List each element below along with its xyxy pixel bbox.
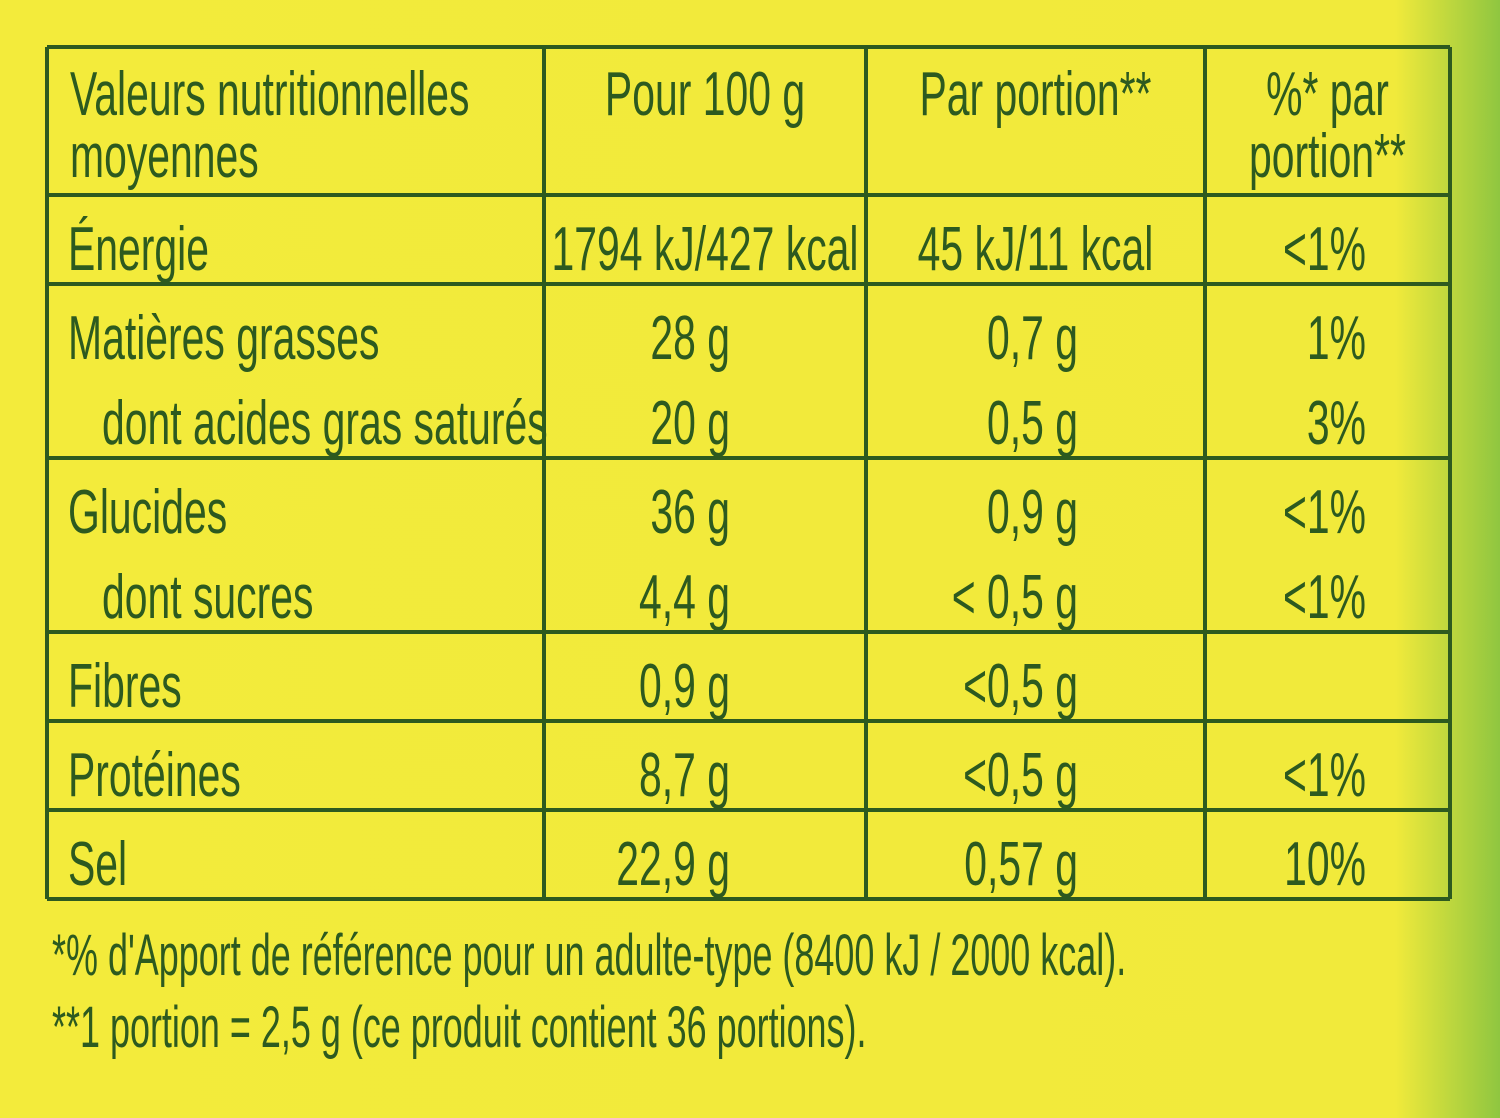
cell-value: 1794 kJ/427 kcal <box>551 215 858 285</box>
row-label: dont sucres <box>102 563 313 633</box>
row-label: Matières grasses <box>68 304 379 374</box>
header-cell: %* par <box>1266 60 1389 130</box>
cell-value: 22,9 g <box>616 830 730 900</box>
cell-value: 20 g <box>650 389 730 459</box>
cell-value: <1% <box>1283 741 1366 811</box>
header-cell: Par portion** <box>920 60 1152 130</box>
cell-value: <0,5 g <box>963 741 1078 811</box>
row-label: Glucides <box>68 478 227 548</box>
cell-value: 0,7 g <box>987 304 1078 374</box>
row-label: dont acides gras saturés <box>102 389 548 459</box>
row-label: Fibres <box>68 652 182 722</box>
cell-value: 10% <box>1284 830 1366 900</box>
cell-value: 36 g <box>650 478 730 548</box>
cell-value: 1% <box>1307 304 1366 374</box>
cell-value: 45 kJ/11 kcal <box>918 215 1154 285</box>
footnote: *% d'Apport de référence pour un adulte-… <box>52 923 1126 988</box>
cell-value: 3% <box>1307 389 1366 459</box>
cell-value: 0,57 g <box>964 830 1078 900</box>
cell-value: 0,9 g <box>987 478 1078 548</box>
cell-value: <0,5 g <box>963 652 1078 722</box>
cell-value: <1% <box>1283 478 1366 548</box>
cell-value: <1% <box>1283 563 1366 633</box>
cell-value: <1% <box>1283 215 1366 285</box>
row-label: Protéines <box>68 741 241 811</box>
cell-value: 0,5 g <box>987 389 1078 459</box>
cell-value: 28 g <box>650 304 730 374</box>
cell-value: 8,7 g <box>639 741 730 811</box>
row-label: Énergie <box>68 215 209 285</box>
cell-value: 0,9 g <box>639 652 730 722</box>
cell-value: 4,4 g <box>639 563 730 633</box>
header-cell: portion** <box>1249 122 1406 192</box>
header-cell: Pour 100 g <box>605 60 805 130</box>
row-label: Sel <box>68 830 127 900</box>
footnote: **1 portion = 2,5 g (ce produit contient… <box>52 995 867 1060</box>
cell-value: < 0,5 g <box>952 563 1078 633</box>
header-cell: moyennes <box>70 122 259 192</box>
header-cell: Valeurs nutritionnelles <box>70 60 469 130</box>
